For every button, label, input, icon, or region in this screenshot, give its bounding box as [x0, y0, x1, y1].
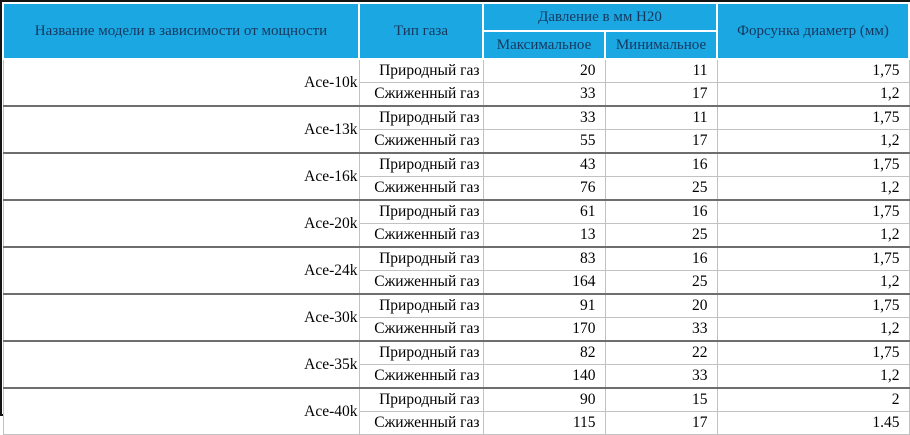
table-row: Ace-40k Природный газ 90 15 2	[2, 387, 910, 435]
pressure-min-cell: 20	[604, 293, 718, 318]
table-row: Ace-24k Природный газ 83 16 1,75	[2, 246, 910, 295]
header-gas-type: Тип газа	[358, 2, 484, 60]
table-row: Ace-35k Природный газ 82 22 1,75	[2, 340, 910, 389]
table-row: Ace-10k Природный газ 20 11 1,75	[2, 58, 910, 107]
table-row: Сжиженный газ 13 25 1,2	[3, 223, 910, 248]
table-header: Название модели в зависимости от мощност…	[2, 2, 910, 60]
pressure-min-cell: 17	[604, 82, 718, 107]
pressure-max-cell: 115	[482, 411, 606, 435]
pressure-min-cell: 25	[604, 176, 718, 201]
header-pressure-group: Давление в мм H20	[482, 2, 718, 32]
table-row: Ace-20k Природный газ 61 16 1,75	[2, 199, 910, 248]
pressure-max-cell: 61	[482, 199, 606, 224]
pressure-max-cell: 140	[482, 364, 606, 389]
pressure-min-cell: 16	[604, 199, 718, 224]
gas-type-cell: Сжиженный газ	[358, 317, 484, 342]
table-row: Сжиженный газ 76 25 1,2	[3, 176, 910, 201]
table-row: Сжиженный газ 33 17 1,2	[3, 82, 910, 107]
pressure-max-cell: 164	[482, 270, 606, 295]
table-row: Ace-16k Природный газ 43 16 1,75	[2, 152, 910, 201]
table-row: Сжиженный газ 140 33 1,2	[3, 364, 910, 389]
pressure-max-cell: 91	[482, 293, 606, 318]
nozzle-diameter-cell: 1,2	[716, 223, 910, 248]
nozzle-diameter-cell: 1,75	[716, 199, 910, 224]
gas-type-cell: Природный газ	[358, 105, 484, 130]
nozzle-diameter-cell: 1,75	[716, 246, 910, 271]
gas-type-cell: Сжиженный газ	[358, 176, 484, 201]
pressure-min-cell: 33	[604, 364, 718, 389]
model-cell: Ace-24k	[2, 246, 360, 295]
gas-type-cell: Природный газ	[358, 199, 484, 224]
pressure-min-cell: 11	[604, 58, 718, 83]
pressure-min-cell: 25	[604, 270, 718, 295]
pressure-max-cell: 82	[482, 340, 606, 365]
gas-type-cell: Природный газ	[358, 293, 484, 318]
model-cell: Ace-30k	[2, 293, 360, 342]
gas-type-cell: Сжиженный газ	[358, 411, 484, 435]
table-row: Ace-30k Природный газ 91 20 1,75	[2, 293, 910, 342]
pressure-max-cell: 43	[482, 152, 606, 177]
model-cell: Ace-10k	[2, 58, 360, 107]
nozzle-diameter-cell: 1,75	[716, 293, 910, 318]
pressure-min-cell: 16	[604, 246, 718, 271]
pressure-min-cell: 11	[604, 105, 718, 130]
gas-type-cell: Природный газ	[358, 340, 484, 365]
nozzle-diameter-cell: 1,2	[716, 129, 910, 154]
header-pressure-max: Максимальное	[482, 30, 606, 60]
table-row: Ace-13k Природный газ 33 11 1,75	[2, 105, 910, 154]
pressure-max-cell: 90	[482, 387, 606, 412]
nozzle-diameter-cell: 1.45	[716, 411, 910, 435]
gas-type-cell: Природный газ	[358, 387, 484, 412]
nozzle-diameter-cell: 1,2	[716, 176, 910, 201]
gas-type-cell: Сжиженный газ	[358, 270, 484, 295]
pressure-max-cell: 83	[482, 246, 606, 271]
model-cell: Ace-13k	[2, 105, 360, 154]
gas-type-cell: Сжиженный газ	[358, 364, 484, 389]
nozzle-diameter-cell: 1,2	[716, 364, 910, 389]
header-row-2: Максимальное Минимальное	[3, 30, 909, 60]
header-model-name: Название модели в зависимости от мощност…	[2, 2, 360, 60]
gas-type-cell: Сжиженный газ	[358, 223, 484, 248]
pressure-max-cell: 20	[482, 58, 606, 83]
nozzle-diameter-cell: 1,2	[716, 82, 910, 107]
pressure-max-cell: 76	[482, 176, 606, 201]
nozzle-diameter-cell: 1,75	[716, 152, 910, 177]
header-row-1: Название модели в зависимости от мощност…	[2, 2, 910, 60]
pressure-min-cell: 15	[604, 387, 718, 412]
pressure-min-cell: 17	[604, 129, 718, 154]
gas-type-cell: Сжиженный газ	[358, 82, 484, 107]
table-body: Ace-10k Природный газ 20 11 1,75 Сжиженный га…	[2, 58, 910, 435]
nozzle-diameter-cell: 1,2	[716, 317, 910, 342]
model-cell: Ace-16k	[2, 152, 360, 201]
nozzle-diameter-cell: 1,75	[716, 340, 910, 365]
pressure-max-cell: 33	[482, 82, 606, 107]
gas-type-cell: Природный газ	[358, 246, 484, 271]
nozzle-diameter-cell: 2	[716, 387, 910, 412]
gas-type-cell: Природный газ	[358, 152, 484, 177]
pressure-max-cell: 33	[482, 105, 606, 130]
pressure-min-cell: 16	[604, 152, 718, 177]
model-cell: Ace-40k	[2, 387, 360, 435]
pressure-max-cell: 170	[482, 317, 606, 342]
table-row: Сжиженный газ 170 33 1,2	[3, 317, 910, 342]
pressure-max-cell: 13	[482, 223, 606, 248]
model-cell: Ace-20k	[2, 199, 360, 248]
model-cell: Ace-35k	[2, 340, 360, 389]
header-pressure-min: Минимальное	[604, 30, 718, 60]
table-row: Сжиженный газ 164 25 1,2	[3, 270, 910, 295]
pressure-min-cell: 22	[604, 340, 718, 365]
pressure-min-cell: 25	[604, 223, 718, 248]
gas-type-cell: Природный газ	[358, 58, 484, 83]
nozzle-diameter-cell: 1,2	[716, 270, 910, 295]
table-row: Сжиженный газ 55 17 1,2	[3, 129, 910, 154]
pressure-max-cell: 55	[482, 129, 606, 154]
nozzle-diameter-cell: 1,75	[716, 105, 910, 130]
pressure-min-cell: 33	[604, 317, 718, 342]
gas-type-cell: Сжиженный газ	[358, 129, 484, 154]
pressure-min-cell: 17	[604, 411, 718, 435]
header-nozzle-diameter: Форсунка диаметр (мм)	[716, 2, 910, 60]
nozzle-diameter-cell: 1,75	[716, 58, 910, 83]
